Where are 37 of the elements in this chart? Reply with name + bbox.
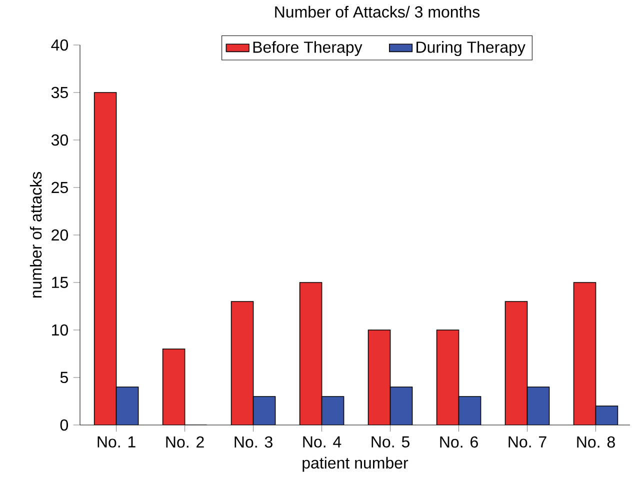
bar	[94, 92, 117, 425]
legend-label: Before Therapy	[253, 41, 362, 56]
x-tick-label: No. 2	[166, 436, 204, 448]
x-tick-label: No. 6	[440, 436, 478, 448]
chart-title: Number of Attacks/ 3 months	[275, 6, 480, 18]
bar	[162, 348, 186, 425]
y-tick-label: 0	[60, 419, 68, 431]
y-tick-label: 15	[52, 276, 68, 288]
x-tick-label: No. 3	[234, 436, 272, 448]
x-tick-label: No. 8	[577, 436, 615, 448]
bar	[390, 386, 413, 425]
bar	[595, 406, 618, 425]
y-tick-label: 35	[51, 86, 68, 98]
y-tick-label: 20	[52, 229, 68, 241]
bar	[526, 386, 550, 425]
x-tick-label: No. 4	[303, 436, 342, 448]
y-axis-title: number of attacks	[30, 172, 42, 298]
y-tick-label: 5	[60, 372, 68, 384]
bar	[116, 386, 139, 425]
bar	[321, 396, 344, 425]
bar	[299, 282, 322, 425]
x-axis-title: patient number	[302, 456, 408, 472]
legend-label: During Therapy	[416, 41, 526, 56]
x-tick-label: No. 5	[372, 436, 410, 448]
bar	[504, 301, 528, 425]
y-tick-label: 10	[52, 324, 68, 336]
bar	[458, 396, 482, 425]
y-tick-label: 25	[52, 182, 68, 194]
x-tick-label: No. 1	[98, 436, 136, 448]
bar	[252, 396, 276, 425]
y-tick-label: 30	[51, 134, 68, 146]
bar	[230, 301, 254, 425]
x-tick-label: No. 7	[508, 436, 546, 448]
y-tick-label: 40	[51, 39, 68, 51]
bar	[573, 282, 596, 425]
bar	[368, 330, 391, 425]
bar	[436, 330, 460, 425]
